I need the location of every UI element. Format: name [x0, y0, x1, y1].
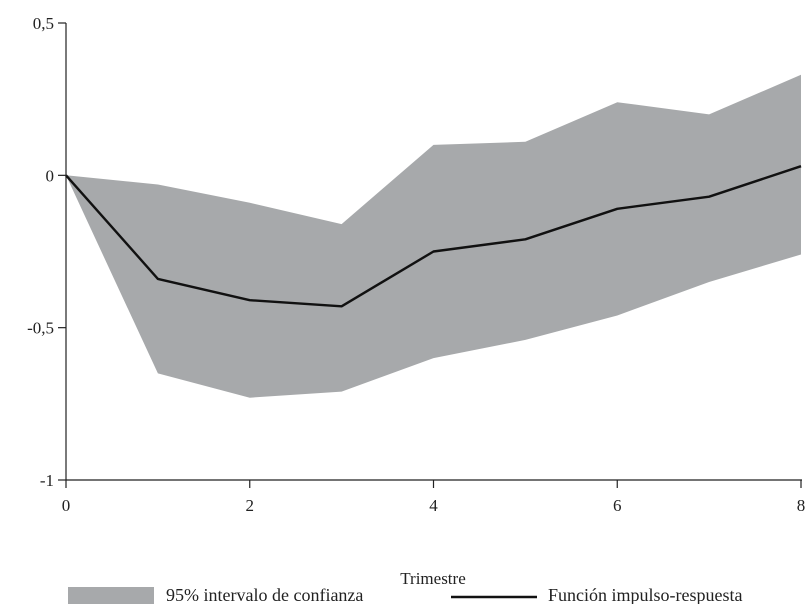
x-tick-label: 0 [62, 496, 71, 515]
impulse-response-line-layer [65, 165, 802, 308]
x-tick-label: 4 [429, 496, 438, 515]
legend-band-label: 95% intervalo de confianza [166, 585, 363, 604]
x-tick-label: 8 [797, 496, 806, 515]
legend-band-swatch [68, 587, 154, 604]
legend: 95% intervalo de confianza Función impul… [68, 585, 742, 604]
confidence-band-area [66, 74, 801, 398]
x-axis-title: Trimestre [400, 569, 466, 588]
legend-line-label: Función impulso-respuesta [548, 585, 742, 604]
y-tick-label: -0,5 [27, 319, 54, 338]
confidence-band-layer [66, 74, 801, 398]
x-axis-ticks: 0 2 4 6 8 [62, 480, 806, 515]
y-axis-ticks: 0,5 0 -0,5 -1 [27, 14, 66, 490]
y-tick-label: 0 [46, 166, 55, 185]
y-tick-label: 0,5 [33, 14, 54, 33]
y-tick-label: -1 [40, 471, 54, 490]
x-tick-label: 6 [613, 496, 622, 515]
x-tick-label: 2 [246, 496, 255, 515]
